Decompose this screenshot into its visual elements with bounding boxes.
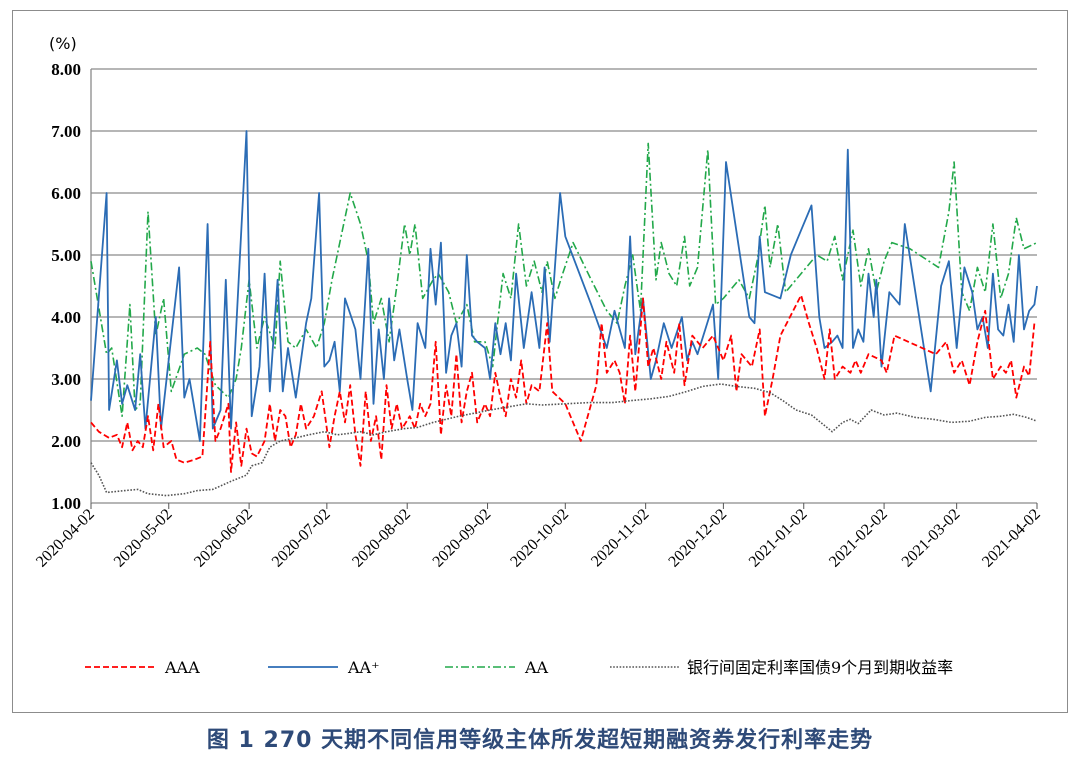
y-axis-unit: (%) <box>49 34 77 53</box>
y-tick-label: 5.00 <box>51 246 81 265</box>
chart-frame: 1.00 2.00 3.00 4.00 5.00 6.00 7.00 8.00 2020-04… <box>12 10 1068 713</box>
y-tick-label: 3.00 <box>51 370 81 389</box>
y-tick-label: 4.00 <box>51 308 81 327</box>
x-tick-label: 2020-12-02 <box>665 506 730 571</box>
line-chart: 1.00 2.00 3.00 4.00 5.00 6.00 7.00 8.00 2020-04… <box>33 34 1044 677</box>
x-tick-label: 2020-04-02 <box>33 506 98 571</box>
y-tick-label: 8.00 <box>51 60 81 79</box>
y-tick-label: 6.00 <box>51 184 81 203</box>
x-tick-label: 2020-08-02 <box>349 506 414 571</box>
x-tick-labels: 2020-04-02 2020-05-02 2020-06-02 2020-07-02… <box>33 503 1044 571</box>
gridlines <box>90 68 1037 504</box>
legend-label: AA <box>524 658 549 677</box>
y-tick-label: 1.00 <box>51 494 81 513</box>
y-tick-label: 2.00 <box>51 432 81 451</box>
x-tick-label: 2020-07-02 <box>269 506 334 571</box>
legend-label: AAA <box>164 658 200 677</box>
x-tick-label: 2020-11-02 <box>588 506 652 570</box>
y-tick-label: 7.00 <box>51 122 81 141</box>
figure-caption: 图 1 270 天期不同信用等级主体所发超短期融资券发行利率走势 <box>206 728 874 753</box>
legend: AAA AA⁺ AA 银行间固定利率国债9个月到期收益率 <box>85 658 953 677</box>
x-tick-label: 2021-01-02 <box>746 506 811 571</box>
series-line-aaa <box>90 294 1036 473</box>
series-line-aa <box>90 142 1038 417</box>
x-tick-label: 2021-03-02 <box>899 506 964 571</box>
x-tick-label: 2021-04-02 <box>979 506 1044 571</box>
series-lines <box>90 130 1038 497</box>
x-tick-label: 2021-02-02 <box>826 506 891 571</box>
series-line-aa-plus <box>90 130 1038 442</box>
x-tick-label: 2020-05-02 <box>111 506 176 571</box>
x-tick-label: 2020-09-02 <box>430 506 495 571</box>
legend-label: AA⁺ <box>347 658 380 677</box>
y-tick-labels: 1.00 2.00 3.00 4.00 5.00 6.00 7.00 8.00 <box>51 60 81 513</box>
x-tick-label: 2020-06-02 <box>191 506 256 571</box>
x-tick-label: 2020-10-02 <box>507 506 572 571</box>
legend-label: 银行间固定利率国债9个月到期收益率 <box>687 658 953 677</box>
